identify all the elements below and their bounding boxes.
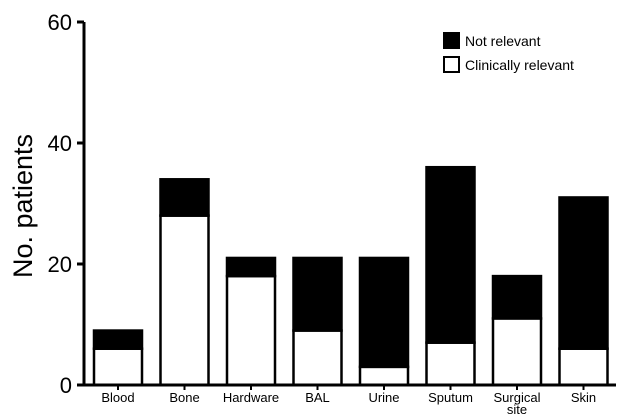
y-tick-label: 0 xyxy=(60,373,72,398)
bar-segment xyxy=(358,256,410,369)
bar-segment xyxy=(92,347,144,387)
x-tick-label: Sputum xyxy=(428,390,473,405)
x-tick-label: Surgical site xyxy=(494,390,541,415)
y-tick-label: 20 xyxy=(48,252,72,277)
x-labels-group: Blood Bone Hardware BAL Urine Sputum Surgical s… xyxy=(101,390,596,415)
x-tick-label: BAL xyxy=(305,390,330,405)
bar-segment xyxy=(558,196,609,350)
bar-segment xyxy=(425,165,476,344)
bar-segment xyxy=(558,347,609,387)
x-tick-label: Urine xyxy=(368,390,399,405)
y-tick-label: 60 xyxy=(48,10,72,35)
bars-group xyxy=(92,165,609,390)
legend-label: Clinically relevant xyxy=(465,57,574,73)
legend-swatch xyxy=(443,32,460,49)
y-ticks-group: 0 20 40 60 xyxy=(48,10,84,398)
y-tick-label: 40 xyxy=(48,131,72,156)
bar-segment xyxy=(425,341,476,387)
bar-segment xyxy=(292,329,343,387)
bar-segment xyxy=(292,256,343,332)
bar-segment xyxy=(159,214,210,387)
bar-segment xyxy=(225,256,277,278)
bar-segment xyxy=(92,329,144,350)
bar-segment xyxy=(491,317,543,387)
x-tick-label: Hardware xyxy=(223,390,279,405)
bar-segment xyxy=(358,365,410,387)
axes-group xyxy=(82,22,616,387)
bar-segment xyxy=(225,274,277,387)
bar-segment xyxy=(491,274,543,320)
x-tick-label: Blood xyxy=(101,390,134,405)
legend: Not relevant Clinically relevant xyxy=(443,32,574,73)
bar-segment xyxy=(159,178,210,217)
legend-swatch xyxy=(443,56,460,73)
legend-label: Not relevant xyxy=(465,33,541,49)
y-axis-label: No. patients xyxy=(8,134,38,278)
x-tick-label: Bone xyxy=(169,390,199,405)
x-tick-label: Skin xyxy=(571,390,596,405)
